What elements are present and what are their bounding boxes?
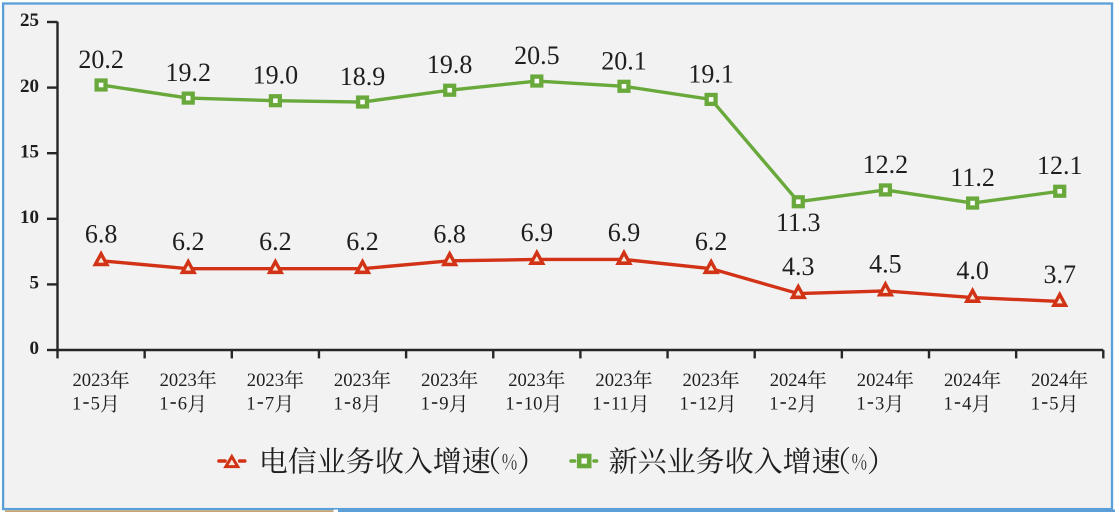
svg-text:5: 5: [1049, 394, 1058, 415]
svg-text:1: 1: [680, 394, 689, 415]
svg-text:3.7: 3.7: [1043, 260, 1076, 289]
svg-text:1: 1: [769, 394, 778, 415]
svg-text:5: 5: [30, 273, 40, 294]
svg-text:10: 10: [524, 394, 543, 415]
svg-text:1: 1: [246, 394, 255, 415]
svg-text:19.2: 19.2: [165, 58, 211, 87]
svg-text:1: 1: [856, 394, 865, 415]
svg-text:9: 9: [439, 394, 448, 415]
svg-text:2023: 2023: [508, 370, 545, 391]
svg-text:2023: 2023: [595, 370, 632, 391]
svg-text:4.3: 4.3: [782, 252, 815, 281]
svg-text:4: 4: [962, 394, 971, 415]
svg-text:6.2: 6.2: [695, 227, 728, 256]
svg-text:1: 1: [334, 394, 343, 415]
svg-text:6.2: 6.2: [346, 227, 379, 256]
svg-text:6.9: 6.9: [608, 218, 641, 247]
svg-text:6.2: 6.2: [259, 227, 292, 256]
svg-text:1: 1: [159, 394, 168, 415]
svg-text:2023: 2023: [683, 370, 720, 391]
svg-text:0: 0: [30, 338, 40, 359]
svg-text:19.1: 19.1: [688, 59, 734, 88]
svg-text:6.8: 6.8: [85, 219, 118, 248]
svg-text:1: 1: [944, 394, 953, 415]
svg-text:12.2: 12.2: [863, 150, 909, 179]
svg-text:7: 7: [265, 394, 274, 415]
svg-text:20.1: 20.1: [601, 46, 647, 75]
svg-text:12.1: 12.1: [1037, 151, 1083, 180]
svg-text:25: 25: [20, 10, 39, 31]
svg-text:10: 10: [20, 207, 39, 228]
svg-text:2: 2: [788, 394, 797, 415]
svg-text:6.9: 6.9: [521, 218, 554, 247]
svg-text:15: 15: [20, 141, 39, 162]
svg-text:2023: 2023: [160, 370, 197, 391]
svg-text:20: 20: [20, 76, 39, 97]
svg-text:20.2: 20.2: [78, 45, 124, 74]
svg-text:4.5: 4.5: [869, 250, 902, 279]
svg-text:2024: 2024: [944, 370, 981, 391]
svg-text:18.9: 18.9: [340, 62, 386, 91]
svg-text:6.2: 6.2: [172, 227, 205, 256]
svg-text:11.3: 11.3: [776, 208, 821, 237]
svg-text:20.5: 20.5: [514, 41, 560, 70]
svg-text:2023: 2023: [334, 370, 371, 391]
svg-text:1: 1: [72, 394, 81, 415]
svg-text:6.8: 6.8: [433, 219, 466, 248]
svg-text:11: 11: [611, 394, 629, 415]
svg-text:19.0: 19.0: [253, 61, 299, 90]
svg-text:2023: 2023: [421, 370, 458, 391]
svg-text:2024: 2024: [1031, 370, 1068, 391]
svg-text:1: 1: [1031, 394, 1040, 415]
svg-text:2024: 2024: [770, 370, 807, 391]
svg-text:4.0: 4.0: [956, 256, 989, 285]
svg-text:5: 5: [91, 394, 100, 415]
svg-text:2024: 2024: [857, 370, 894, 391]
svg-text:19.8: 19.8: [427, 50, 473, 79]
svg-text:2023: 2023: [73, 370, 110, 391]
svg-text:6: 6: [178, 394, 187, 415]
svg-text:1: 1: [505, 394, 514, 415]
svg-text:1: 1: [592, 394, 601, 415]
svg-text:11.2: 11.2: [950, 163, 995, 192]
svg-text:3: 3: [875, 394, 884, 415]
svg-text:12: 12: [698, 394, 717, 415]
svg-text:1: 1: [421, 394, 430, 415]
svg-text:8: 8: [352, 394, 361, 415]
svg-text:2023: 2023: [247, 370, 284, 391]
